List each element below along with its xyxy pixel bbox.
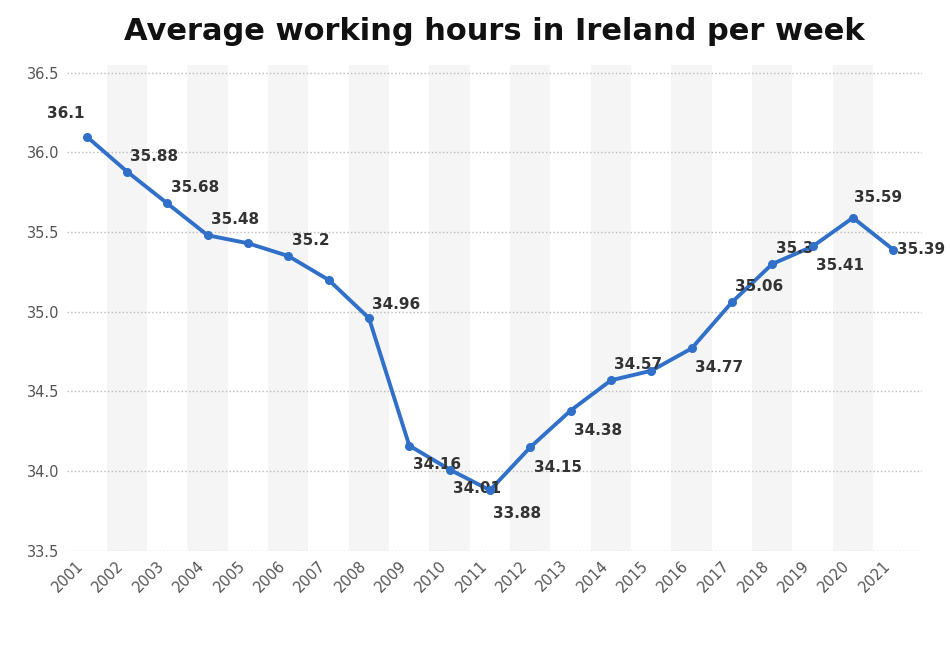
Text: 34.15: 34.15	[534, 460, 581, 475]
Bar	[66, 65, 106, 551]
Bar	[187, 65, 228, 551]
Bar	[591, 65, 631, 551]
Text: 35.3: 35.3	[775, 241, 813, 256]
Bar	[712, 65, 752, 551]
Text: 34.57: 34.57	[615, 357, 662, 373]
Text: 35.88: 35.88	[130, 148, 179, 163]
Bar	[268, 65, 309, 551]
Bar	[873, 65, 914, 551]
Text: 34.38: 34.38	[574, 423, 622, 438]
Text: 35.68: 35.68	[171, 180, 218, 196]
Text: 34.96: 34.96	[372, 297, 421, 312]
Bar	[631, 65, 672, 551]
Text: 35.41: 35.41	[816, 258, 864, 273]
Text: 35.06: 35.06	[735, 279, 784, 294]
Bar	[349, 65, 389, 551]
Bar	[390, 65, 429, 551]
Bar	[672, 65, 712, 551]
Text: 34.16: 34.16	[412, 457, 461, 472]
Bar	[752, 65, 792, 551]
Title: Average working hours in Ireland per week: Average working hours in Ireland per wee…	[124, 17, 864, 46]
Text: 34.01: 34.01	[453, 481, 501, 496]
Bar	[833, 65, 873, 551]
Bar	[429, 65, 470, 551]
Bar	[510, 65, 550, 551]
Text: 36.1: 36.1	[48, 106, 85, 121]
Text: 35.39: 35.39	[898, 242, 945, 257]
Bar	[792, 65, 833, 551]
Bar	[309, 65, 349, 551]
Bar	[550, 65, 591, 551]
Text: 34.77: 34.77	[694, 360, 743, 375]
Bar	[470, 65, 510, 551]
Bar	[147, 65, 187, 551]
Text: 35.59: 35.59	[854, 190, 902, 205]
Text: 33.88: 33.88	[493, 506, 542, 521]
Bar	[228, 65, 268, 551]
Text: 35.48: 35.48	[211, 213, 259, 227]
Text: 35.2: 35.2	[292, 233, 329, 248]
Bar	[106, 65, 147, 551]
